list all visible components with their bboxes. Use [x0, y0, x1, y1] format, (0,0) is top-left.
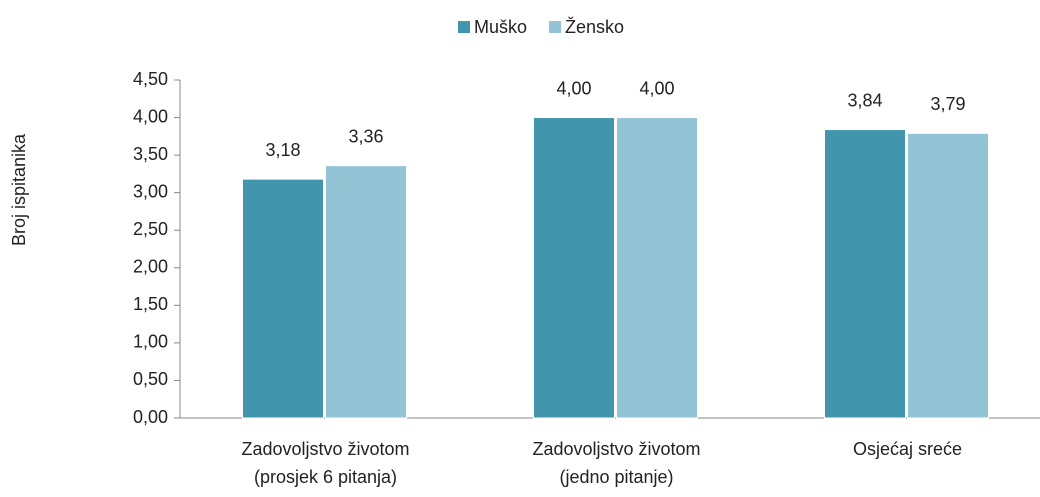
bar: [242, 178, 324, 419]
bar: [325, 165, 407, 419]
legend-label: Muško: [474, 17, 527, 37]
bar: [824, 129, 906, 419]
y-tick-label: 0,00: [133, 407, 168, 427]
x-tick-label: (jedno pitanje): [559, 467, 673, 487]
y-tick-label: 4,50: [133, 69, 168, 89]
y-tick-label: 3,50: [133, 144, 168, 164]
y-tick-label: 3,00: [133, 181, 168, 201]
bar: [533, 117, 615, 419]
y-tick-label: 2,00: [133, 257, 168, 277]
legend-swatch: [458, 21, 470, 33]
bar: [907, 132, 989, 419]
bar: [616, 117, 698, 419]
y-tick-label: 4,00: [133, 106, 168, 126]
y-tick-label: 1,50: [133, 294, 168, 314]
y-tick-label: 2,50: [133, 219, 168, 239]
x-tick-label: Zadovoljstvo životom: [532, 439, 700, 459]
legend-swatch: [549, 21, 562, 33]
value-label: 3,84: [847, 90, 882, 110]
value-label: 3,79: [930, 94, 965, 114]
legend-label: Žensko: [565, 17, 624, 37]
x-tick-label: (prosjek 6 pitanja): [254, 467, 397, 487]
y-axis-label: Broj ispitanika: [9, 133, 29, 246]
value-label: 4,00: [639, 78, 674, 98]
y-tick-label: 0,50: [133, 369, 168, 389]
value-label: 3,18: [265, 140, 300, 160]
value-label: 4,00: [556, 78, 591, 98]
y-tick-label: 1,00: [133, 332, 168, 352]
value-label: 3,36: [348, 126, 383, 146]
x-tick-label: Zadovoljstvo životom: [241, 439, 409, 459]
x-tick-label: Osjećaj sreće: [853, 439, 962, 459]
